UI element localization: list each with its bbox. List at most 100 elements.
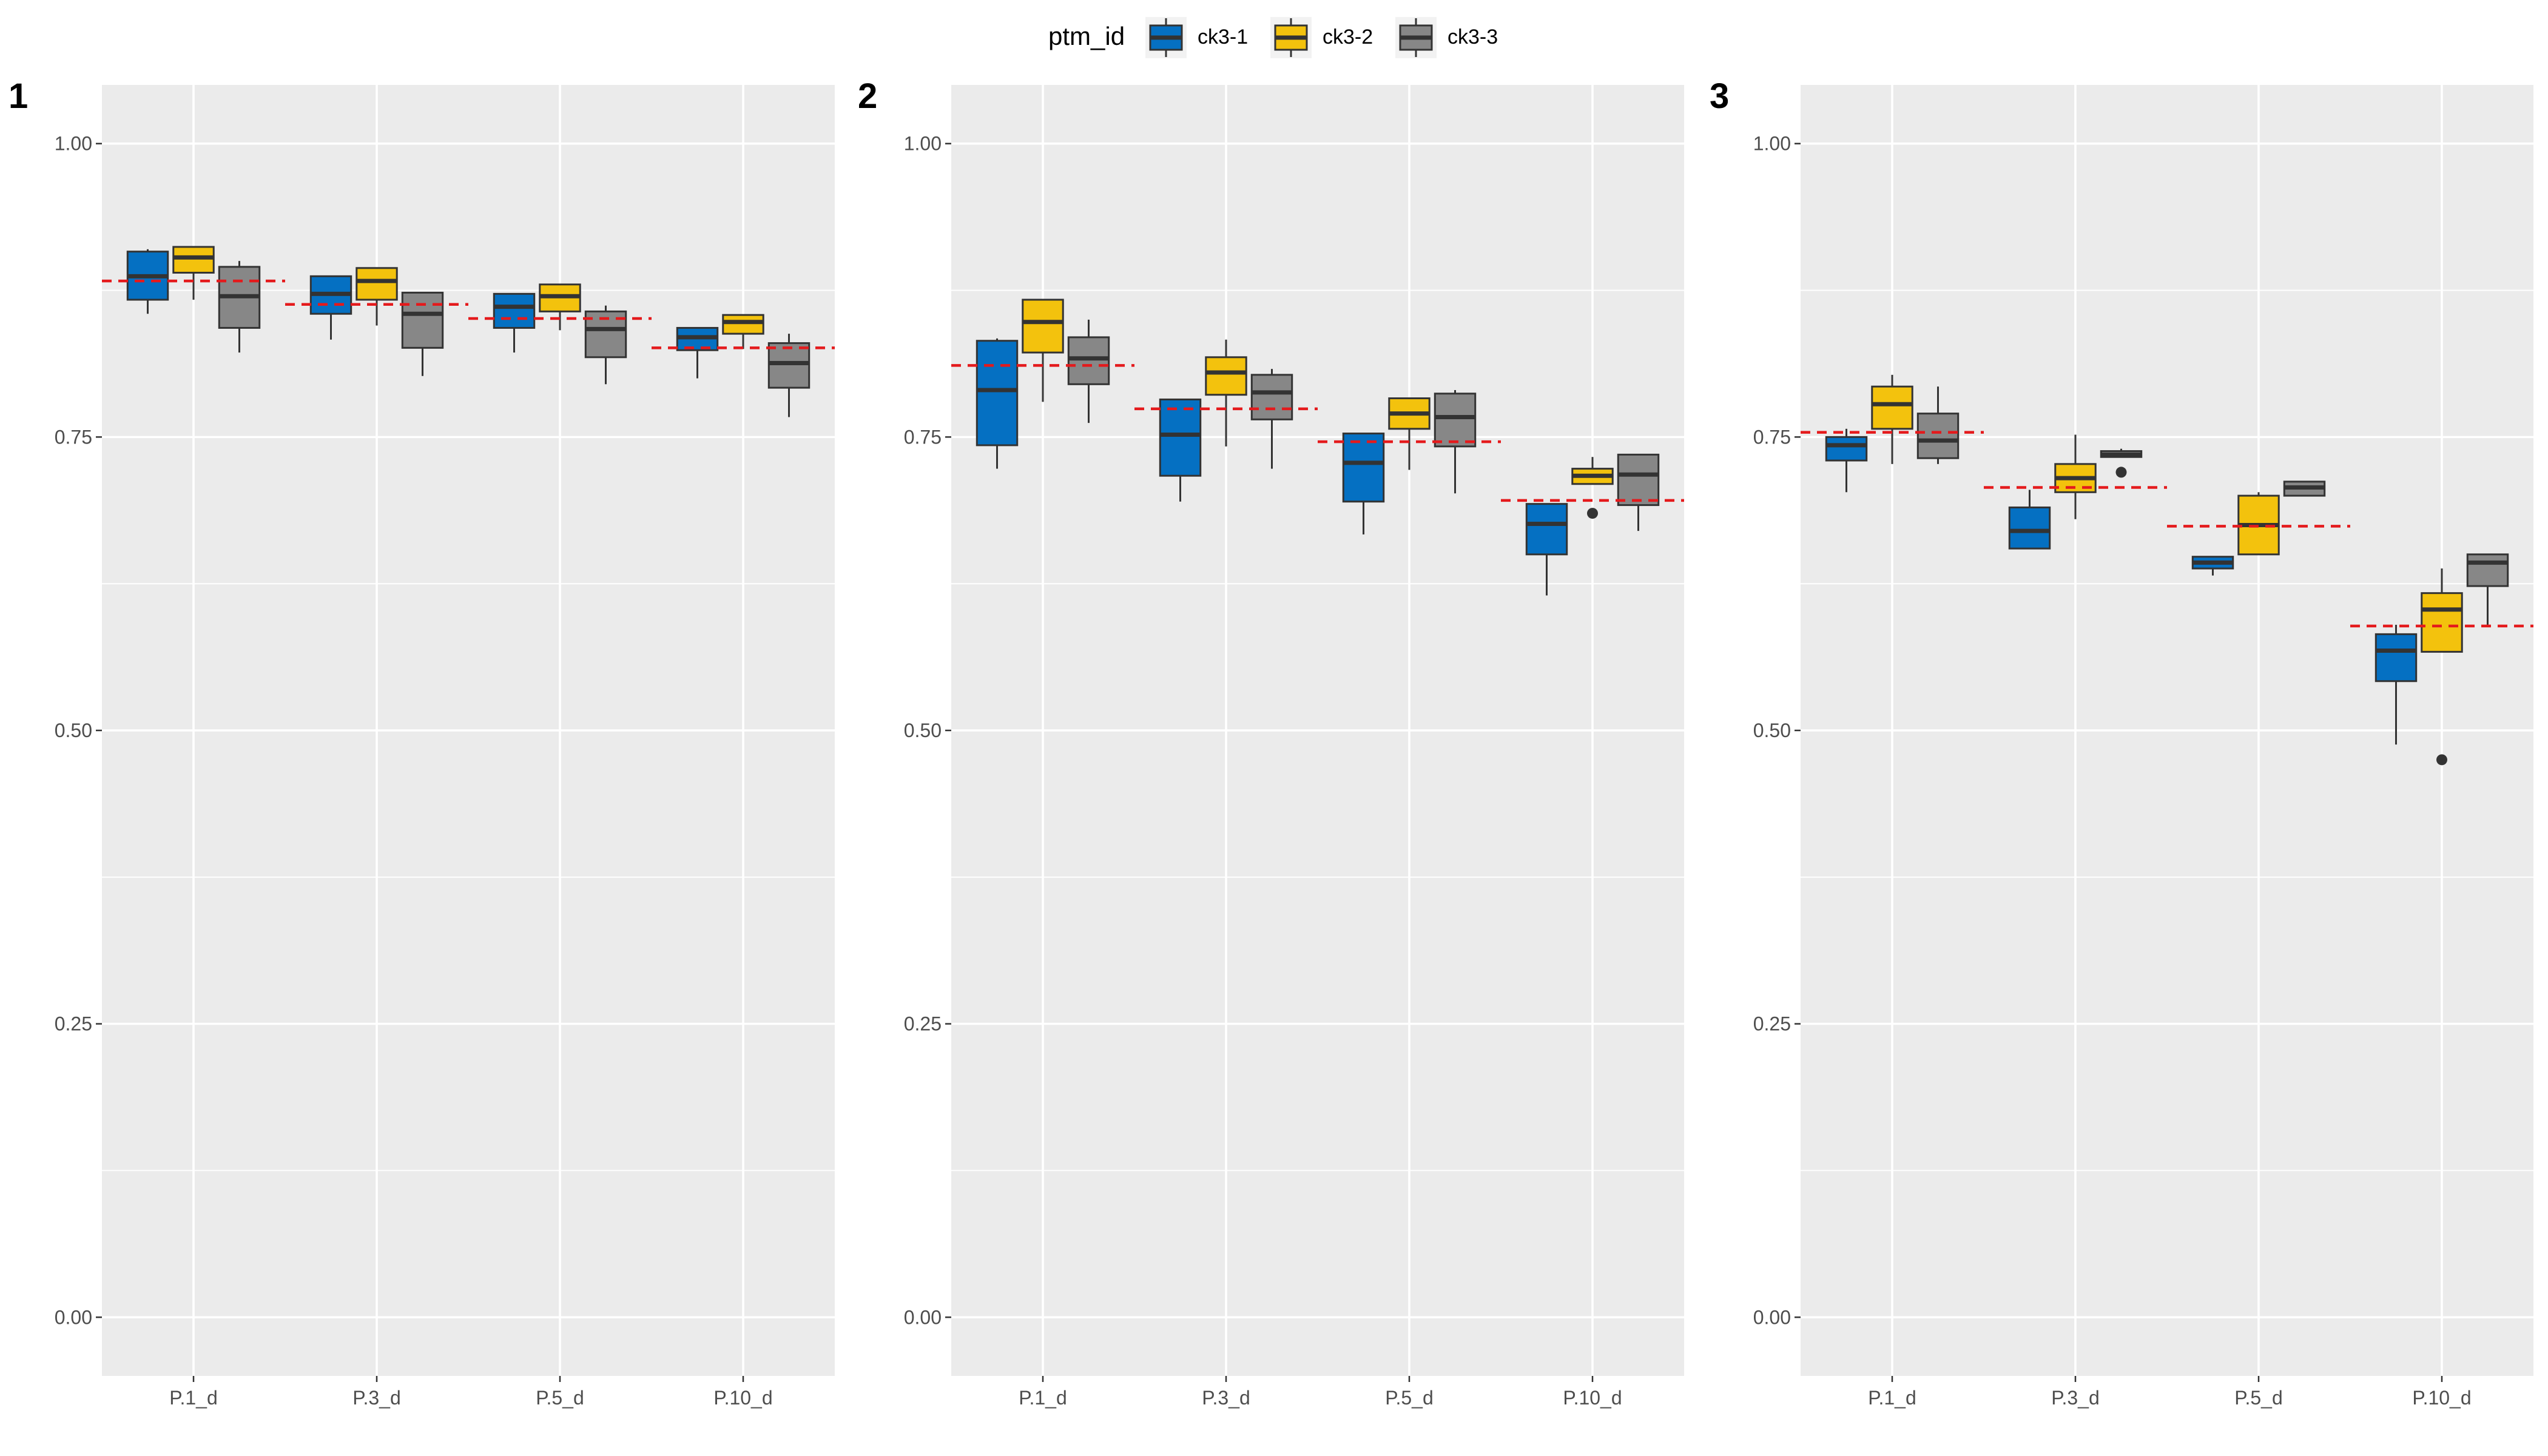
legend-item-ck3-1: ck3-1 bbox=[1145, 17, 1248, 58]
outlier-point bbox=[2436, 754, 2447, 766]
box-body bbox=[401, 291, 444, 349]
box-ck3-2-P.1_d bbox=[172, 246, 215, 300]
x-tick-label: P.5_d bbox=[1385, 1387, 1434, 1409]
box-ck3-3-P.1_d bbox=[218, 261, 261, 353]
y-tick-label: 0.50 bbox=[1753, 720, 1791, 741]
y-tick-label: 0.75 bbox=[1753, 426, 1791, 448]
x-tick-label: P.5_d bbox=[2234, 1387, 2283, 1409]
box-body bbox=[1617, 453, 1660, 507]
legend-label-ck3-1: ck3-1 bbox=[1198, 25, 1248, 49]
box-body bbox=[2466, 553, 2509, 587]
y-tick-label: 0.25 bbox=[1753, 1013, 1791, 1035]
box-ck3-3-P.10_d bbox=[1617, 453, 1660, 531]
legend-title: ptm_id bbox=[1048, 22, 1125, 50]
y-tick-label: 1.00 bbox=[1753, 133, 1791, 155]
box-ck3-2-P.5_d bbox=[2237, 492, 2280, 556]
y-tick-label: 0.50 bbox=[904, 720, 942, 741]
x-tick-label: P.1_d bbox=[1019, 1387, 1067, 1409]
box-body bbox=[2008, 506, 2051, 550]
y-tick-label: 0.75 bbox=[904, 426, 942, 448]
y-tick-label: 0.25 bbox=[904, 1013, 942, 1035]
box-body bbox=[493, 292, 536, 329]
box-ck3-3-P.5_d bbox=[1434, 389, 1477, 494]
y-tick-label: 1.00 bbox=[904, 133, 942, 155]
box-ck3-3-P.1_d bbox=[1916, 386, 1960, 464]
box-ck3-1-P.5_d bbox=[493, 292, 536, 353]
box-ck3-1-P.3_d bbox=[2008, 490, 2051, 550]
panel-tag-3: 3 bbox=[1710, 76, 1729, 116]
outlier-point bbox=[2115, 467, 2127, 478]
series-ck3-1 bbox=[126, 249, 719, 379]
x-tick-label: P.1_d bbox=[1868, 1387, 1916, 1409]
box-ck3-2-P.5_d bbox=[539, 283, 581, 331]
panel-tag-2: 2 bbox=[858, 76, 877, 116]
x-tick-label: P.1_d bbox=[169, 1387, 218, 1409]
x-tick-label: P.10_d bbox=[1563, 1387, 1622, 1409]
series-ck3-2 bbox=[1871, 374, 2463, 766]
x-tick-label: P.5_d bbox=[536, 1387, 584, 1409]
series-ck3-2 bbox=[172, 246, 764, 349]
box-ck3-3-P.1_d bbox=[1067, 319, 1110, 423]
box-body bbox=[1205, 356, 1247, 396]
box-ck3-3-P.3_d bbox=[1250, 369, 1293, 469]
box-ck3-3-P.10_d bbox=[2466, 553, 2509, 625]
box-body bbox=[1871, 385, 1913, 430]
legend-label-ck3-3: ck3-3 bbox=[1448, 25, 1498, 49]
panel-2: 2 0.00 0.25 0.50 0.75 1.00 P.1_d P.3_d P.5_d P.1… bbox=[858, 76, 1684, 1409]
box-body bbox=[722, 314, 764, 335]
box-ck3-1-P.3_d bbox=[1159, 398, 1202, 502]
box-body bbox=[976, 340, 1019, 447]
box-ck3-3-P.10_d bbox=[767, 334, 811, 417]
box-ck3-1-P.1_d bbox=[126, 249, 169, 314]
box-ck3-2-P.10_d bbox=[2421, 568, 2463, 766]
box-body bbox=[1159, 398, 1202, 477]
series-ck3-1 bbox=[976, 338, 1568, 596]
box-ck3-2-P.10_d bbox=[1571, 457, 1614, 519]
legend: ptm_id ck3-1 ck3-2 ck3-3 bbox=[1048, 17, 1498, 58]
y-tick-label: 0.75 bbox=[55, 426, 92, 448]
legend-item-ck3-2: ck3-2 bbox=[1270, 17, 1373, 58]
box-body bbox=[2374, 633, 2418, 682]
box-ck3-2-P.1_d bbox=[1871, 374, 1913, 464]
y-tick-label: 0.50 bbox=[55, 720, 92, 741]
x-tick-label: P.10_d bbox=[713, 1387, 772, 1409]
panel-1: 1 0.00 0.25 0.50 0.75 1.00 P.1_d P.3_d P.5_d P.1… bbox=[8, 76, 835, 1409]
box-body bbox=[767, 342, 811, 389]
x-tick-label: P.10_d bbox=[2412, 1387, 2471, 1409]
series-ck3-2 bbox=[1022, 298, 1614, 519]
box-body bbox=[1434, 393, 1477, 448]
y-tick-label: 1.00 bbox=[55, 133, 92, 155]
box-ck3-3-P.3_d bbox=[2100, 448, 2143, 478]
box-body bbox=[2421, 592, 2463, 653]
box-body bbox=[1250, 374, 1293, 420]
box-body bbox=[1825, 436, 1868, 462]
y-tick-label: 0.00 bbox=[904, 1306, 942, 1328]
box-ck3-1-P.10_d bbox=[2374, 624, 2418, 745]
box-ck3-2-P.10_d bbox=[722, 314, 764, 349]
legend-label-ck3-2: ck3-2 bbox=[1323, 25, 1373, 49]
box-ck3-2-P.5_d bbox=[1388, 397, 1431, 470]
y-tick-label: 0.25 bbox=[55, 1013, 92, 1035]
y-tick-label: 0.00 bbox=[1753, 1306, 1791, 1328]
box-ck3-3-P.3_d bbox=[401, 291, 444, 376]
box-ck3-1-P.10_d bbox=[1525, 503, 1568, 596]
box-body bbox=[1916, 413, 1960, 459]
legend-item-ck3-3: ck3-3 bbox=[1395, 17, 1498, 58]
x-tick-label: P.3_d bbox=[352, 1387, 401, 1409]
box-ck3-1-P.5_d bbox=[2191, 556, 2234, 576]
box-body bbox=[1022, 298, 1064, 354]
series-ck3-3 bbox=[1067, 319, 1660, 531]
box-body bbox=[172, 246, 215, 274]
box-ck3-1-P.1_d bbox=[1825, 428, 1868, 493]
series-ck3-1 bbox=[1825, 428, 2418, 745]
panel-tag-1: 1 bbox=[8, 76, 28, 116]
box-ck3-2-P.3_d bbox=[356, 267, 398, 326]
y-tick-label: 0.00 bbox=[55, 1306, 92, 1328]
box-ck3-1-P.1_d bbox=[976, 338, 1019, 469]
x-tick-label: P.3_d bbox=[1202, 1387, 1250, 1409]
box-body bbox=[356, 267, 398, 301]
box-ck3-1-P.3_d bbox=[309, 275, 352, 340]
outlier-point bbox=[1587, 508, 1598, 519]
box-ck3-1-P.5_d bbox=[1342, 433, 1385, 534]
